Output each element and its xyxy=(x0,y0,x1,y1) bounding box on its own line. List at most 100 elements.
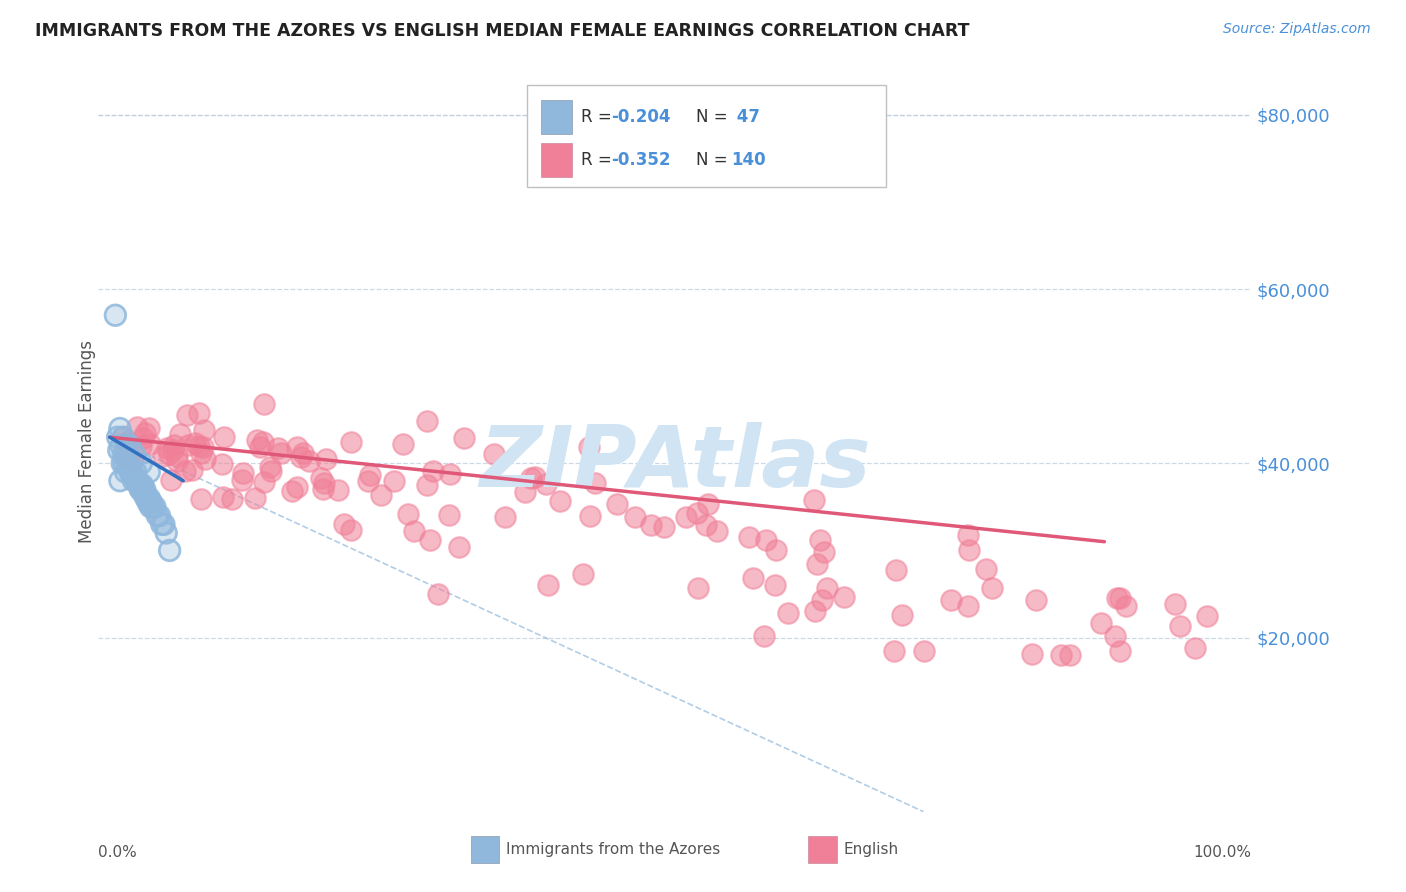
Point xyxy=(212,490,235,504)
Point xyxy=(1184,640,1206,655)
Point xyxy=(114,465,136,479)
Point xyxy=(166,454,188,468)
Text: N =: N = xyxy=(696,108,733,126)
Point xyxy=(1050,648,1073,662)
Point xyxy=(232,466,254,480)
Point xyxy=(124,448,146,462)
Point xyxy=(624,509,647,524)
Point xyxy=(1021,647,1043,661)
Point xyxy=(752,630,775,644)
Point xyxy=(253,397,276,411)
Text: 47: 47 xyxy=(731,108,761,126)
Point xyxy=(737,530,759,544)
Point xyxy=(162,442,184,457)
Point xyxy=(121,469,143,483)
Point xyxy=(427,587,450,601)
Point xyxy=(108,421,131,435)
Point xyxy=(765,578,787,592)
Point xyxy=(956,527,979,541)
Point xyxy=(155,526,177,541)
Point xyxy=(153,517,176,532)
Point xyxy=(121,452,143,467)
Point xyxy=(131,483,153,497)
Point xyxy=(912,643,935,657)
Text: -0.204: -0.204 xyxy=(612,108,671,126)
Point xyxy=(111,456,134,470)
Point xyxy=(153,517,176,532)
Point xyxy=(125,474,148,488)
Point xyxy=(765,543,787,558)
Point xyxy=(129,483,152,497)
Text: 0.0%: 0.0% xyxy=(98,845,138,860)
Point xyxy=(957,543,980,558)
Point xyxy=(169,427,191,442)
Point xyxy=(190,446,212,460)
Point xyxy=(243,491,266,506)
Point xyxy=(1090,615,1112,630)
Point xyxy=(138,465,160,479)
Point xyxy=(141,495,163,509)
Point xyxy=(125,465,148,479)
Point xyxy=(803,493,825,508)
Point xyxy=(143,500,166,514)
Point xyxy=(281,483,304,498)
Point xyxy=(132,431,155,445)
Point xyxy=(118,460,141,475)
Point xyxy=(370,488,392,502)
Point xyxy=(221,492,243,507)
Point xyxy=(117,456,139,470)
Text: -0.352: -0.352 xyxy=(612,151,671,169)
Point xyxy=(183,435,205,450)
Point xyxy=(697,497,720,511)
Point xyxy=(513,485,536,500)
Point xyxy=(939,593,962,607)
Point xyxy=(453,431,475,445)
Text: R =: R = xyxy=(581,151,617,169)
Point xyxy=(675,510,697,524)
Point xyxy=(695,517,717,532)
Point xyxy=(267,441,290,455)
Point xyxy=(755,533,778,547)
Point xyxy=(132,487,155,501)
Point xyxy=(813,544,835,558)
Point xyxy=(131,478,153,492)
Point xyxy=(415,478,437,492)
Point xyxy=(112,448,135,462)
Point xyxy=(1197,609,1219,624)
Point xyxy=(131,478,153,492)
Point xyxy=(111,430,134,444)
Point xyxy=(832,591,855,605)
Point xyxy=(120,465,142,479)
Point xyxy=(124,469,146,483)
Point xyxy=(976,562,998,576)
Point xyxy=(285,480,308,494)
Point xyxy=(163,438,186,452)
Point xyxy=(578,440,600,454)
Point xyxy=(115,436,138,450)
Point xyxy=(578,509,600,524)
Point xyxy=(131,483,153,497)
Point xyxy=(152,449,174,463)
Point xyxy=(148,508,170,523)
Point xyxy=(125,419,148,434)
Point xyxy=(117,452,139,467)
Point xyxy=(114,445,136,459)
Point xyxy=(107,430,129,444)
Point xyxy=(891,608,914,623)
Point xyxy=(956,599,979,614)
Point xyxy=(404,524,426,538)
Point xyxy=(135,491,157,505)
Point xyxy=(174,464,197,478)
Point xyxy=(270,446,292,460)
Point xyxy=(177,438,200,452)
Point xyxy=(128,478,150,492)
Point xyxy=(1115,599,1137,614)
Point xyxy=(1104,629,1126,643)
Point xyxy=(124,469,146,483)
Point xyxy=(309,471,332,485)
Point xyxy=(122,474,145,488)
Point xyxy=(138,491,160,505)
Point xyxy=(108,474,131,488)
Point xyxy=(104,308,127,322)
Point xyxy=(156,442,179,456)
